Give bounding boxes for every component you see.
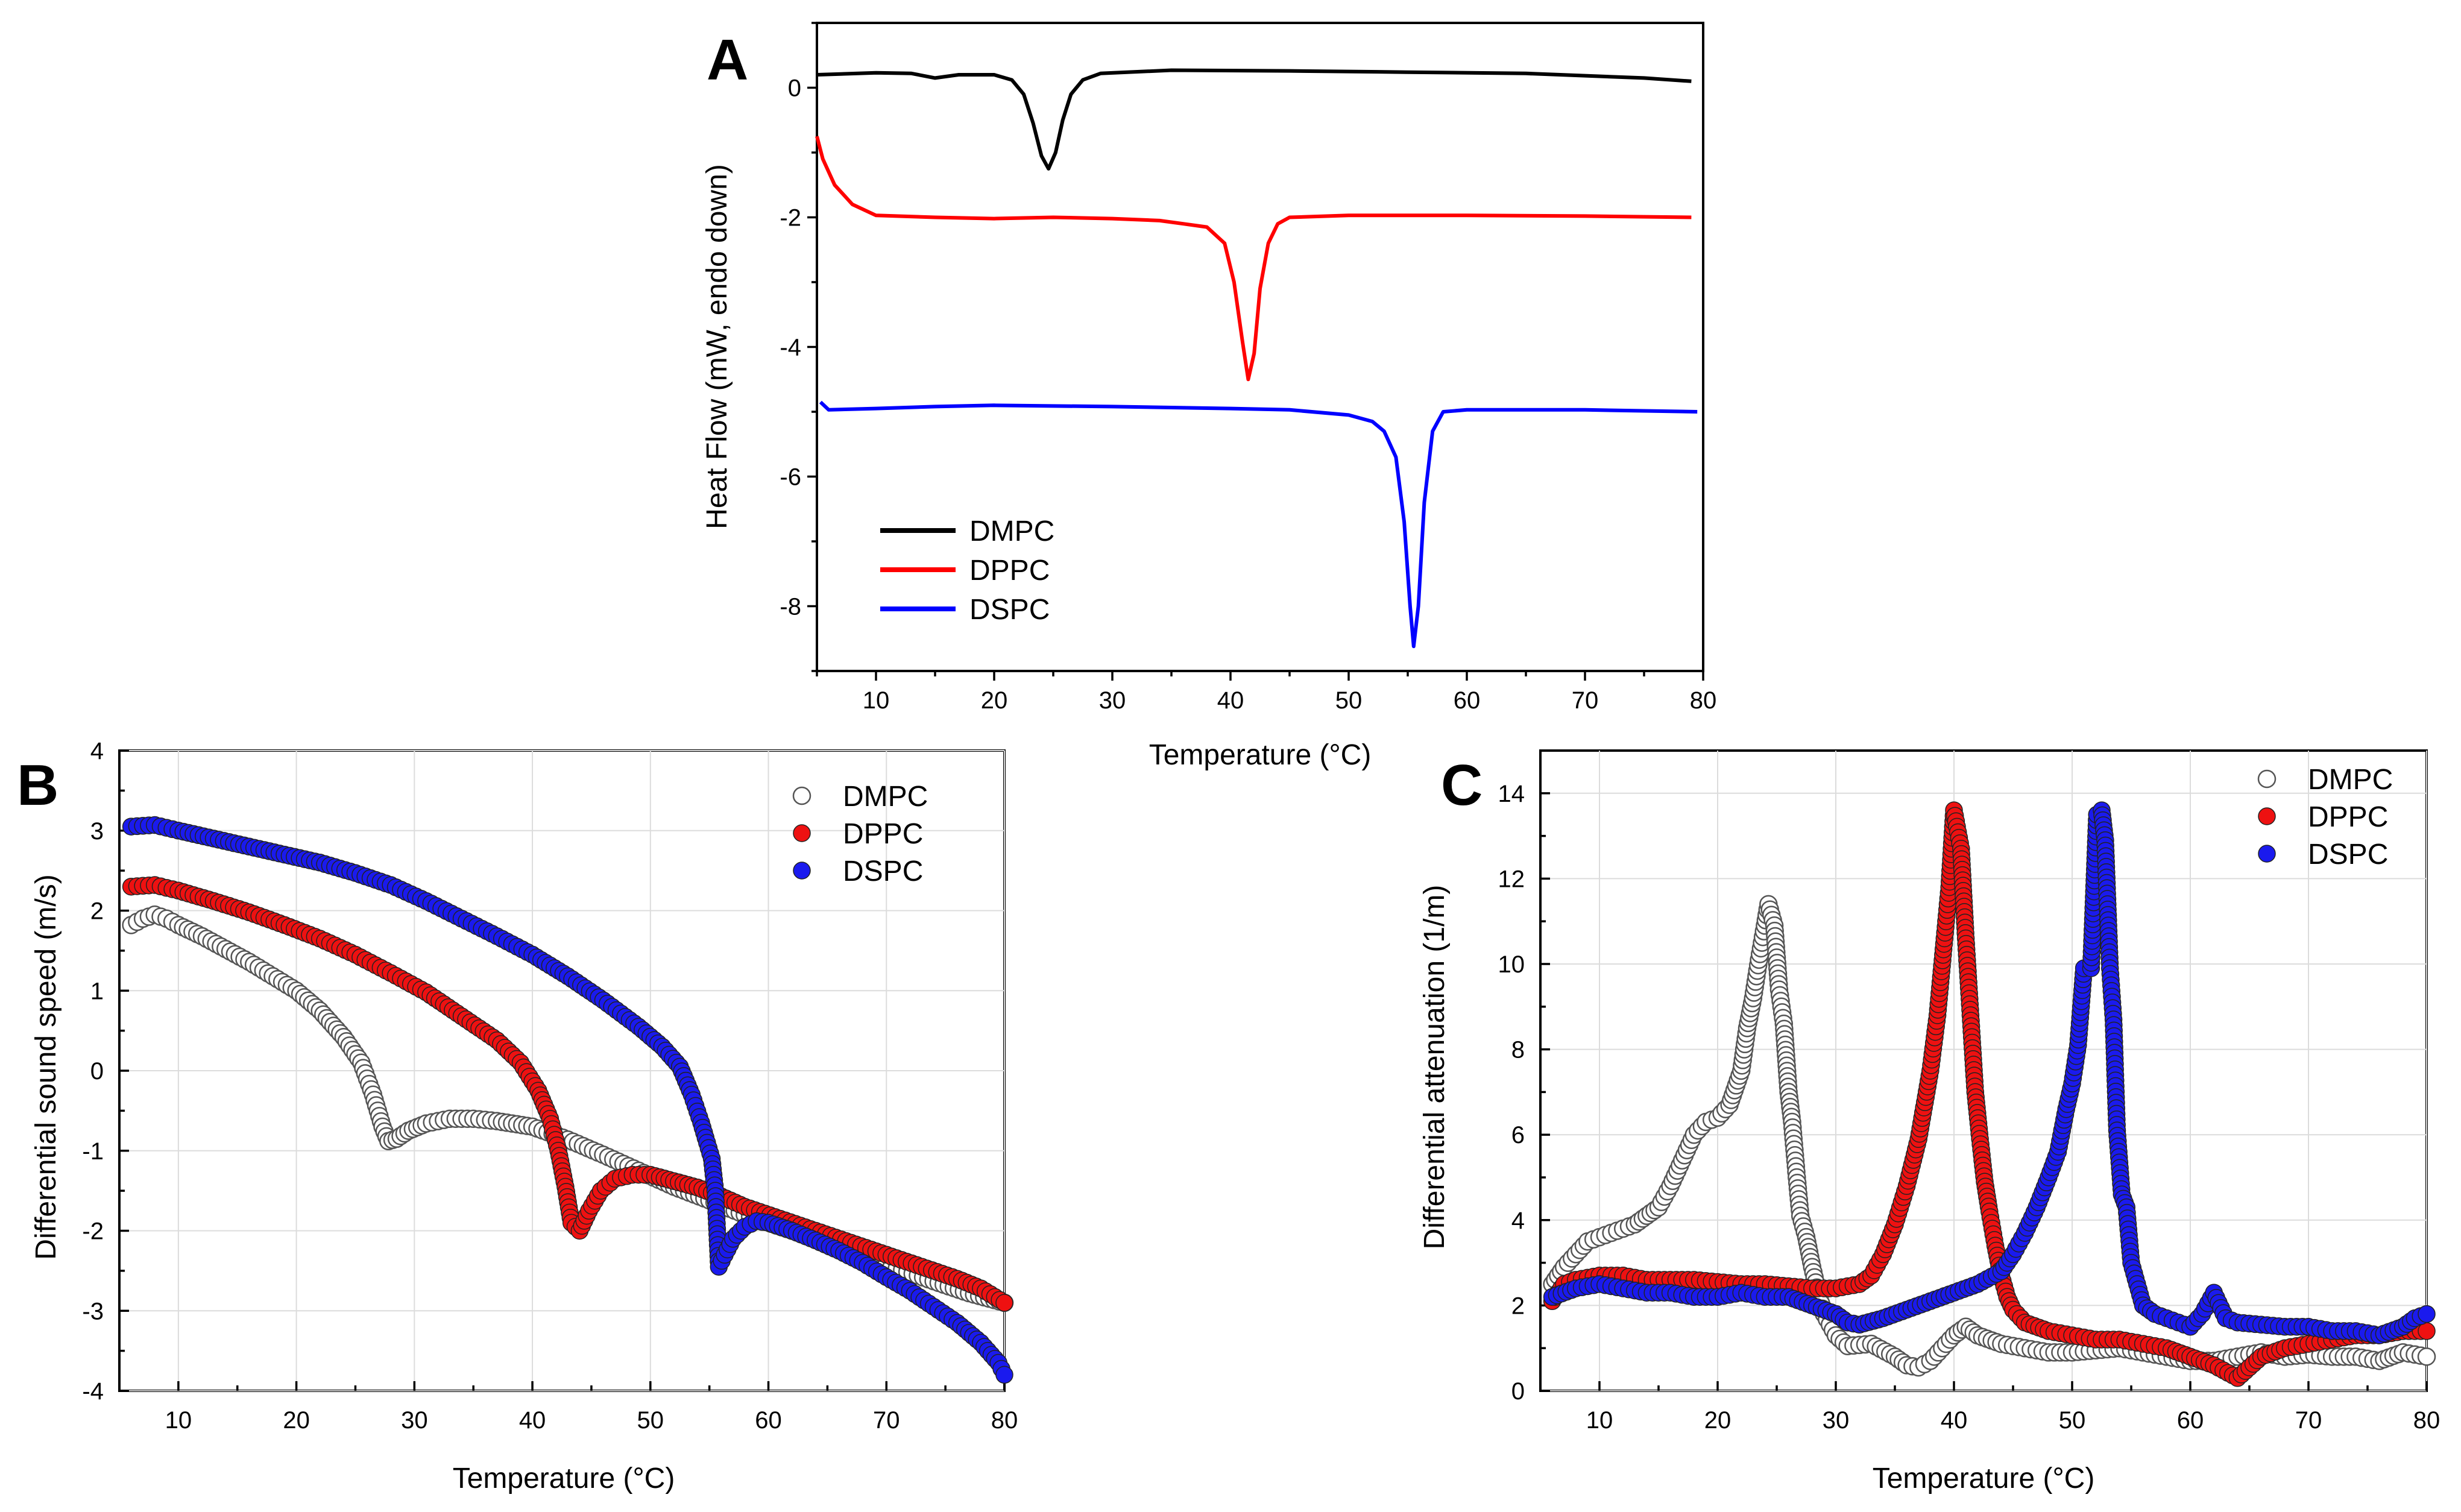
panel-a-ticks: 10 20 30 40 50 60 70 80 0 -2 -4 -6 -8 [780,22,1717,714]
x-tick-label: 50 [1335,687,1363,714]
y-tick-label: -6 [780,464,801,491]
panel-c-y-axis-label: Differential attenuation (1/m) [1419,885,1451,1250]
legend-marker-dspc [2258,845,2276,863]
series-line-dppc [815,136,1692,382]
data-point-dspc [2418,1305,2436,1323]
x-tick-label: 50 [2059,1407,2086,1434]
y-tick-label: 0 [788,75,801,102]
legend-label-dppc: DPPC [969,555,1050,587]
y-tick-label: 12 [1498,866,1525,892]
y-tick-label: 6 [1511,1122,1525,1148]
y-tick-label: 3 [90,818,104,845]
legend-label-dmpc: DMPC [843,781,928,813]
legend-marker-dppc [2258,807,2276,825]
y-tick-label: 1 [90,978,104,1004]
legend-label-dmpc: DMPC [969,515,1054,547]
y-tick-label: 2 [1511,1293,1525,1319]
panel-c-grid [1540,751,2427,1391]
x-tick-label: 10 [165,1407,192,1434]
panel-a-letter: A [707,28,748,92]
panel-b-series [122,816,1014,1384]
legend-label-dspc: DSPC [969,594,1050,626]
x-tick-label: 80 [1690,687,1717,714]
y-tick-label: 14 [1498,781,1525,807]
legend-label-dspc: DSPC [843,855,923,887]
y-tick-label: 4 [1511,1208,1525,1234]
x-tick-label: 20 [981,687,1008,714]
x-tick-label: 10 [863,687,890,714]
y-tick-label: -2 [780,205,801,232]
y-tick-label: 4 [90,738,104,764]
legend-label-dmpc: DMPC [2308,764,2393,796]
panel-c-x-axis-label: Temperature (°C) [1873,1463,2095,1495]
series-line-dmpc [816,68,1692,171]
panel-c-letter: C [1441,753,1483,817]
panel-b-letter: B [17,753,58,817]
y-tick-label: 2 [90,898,104,925]
y-tick-label: 10 [1498,951,1525,978]
x-tick-label: 70 [2295,1407,2322,1434]
legend-marker-dppc [793,824,811,842]
panel-b-y-axis-label: Differential sound speed (m/s) [30,874,62,1259]
panel-a-legend: DMPC DPPC DSPC [880,515,1054,626]
y-tick-label: 8 [1511,1037,1525,1063]
x-tick-label: 80 [991,1407,1018,1434]
x-tick-label: 80 [2413,1407,2441,1434]
x-tick-label: 70 [873,1407,900,1434]
y-tick-label: -2 [82,1218,104,1245]
data-point-dmpc [2417,1347,2436,1366]
legend-label-dppc: DPPC [843,818,923,850]
legend-label-dppc: DPPC [2308,801,2388,833]
data-point-dppc [995,1294,1013,1312]
data-point-dspc [995,1366,1013,1384]
panel-c-attenuation-chart: 10 20 30 40 50 60 70 80 0 2 4 6 8 10 12 14 DMPC DPPC DSPC… [1419,749,2441,1495]
panel-c-legend: DMPC DPPC DSPC [2257,764,2393,871]
panel-a-x-axis-label: Temperature (°C) [1149,739,1372,771]
legend-marker-dmpc [792,786,811,805]
x-tick-label: 30 [401,1407,428,1434]
panel-a-y-axis-label: Heat Flow (mW, endo down) [701,164,733,529]
panel-b-legend: DMPC DPPC DSPC [792,781,928,887]
panel-c-series [1543,801,2436,1387]
y-tick-label: 0 [90,1058,104,1085]
legend-marker-dmpc [2257,769,2277,789]
x-tick-label: 20 [283,1407,310,1434]
data-point-dppc [2418,1322,2436,1340]
y-tick-label: -3 [82,1298,104,1325]
y-tick-label: 0 [1511,1378,1525,1405]
x-tick-label: 60 [755,1407,782,1434]
y-tick-label: -1 [82,1138,104,1165]
x-tick-label: 10 [1586,1407,1613,1434]
x-tick-label: 60 [1454,687,1481,714]
x-tick-label: 50 [637,1407,664,1434]
x-tick-label: 70 [1572,687,1599,714]
panel-a-heat-flow-chart: 10 20 30 40 50 60 70 80 0 -2 -4 -6 -8 DMPC DPPC DSPC A… [701,22,1717,771]
y-tick-label: -4 [780,335,801,361]
x-tick-label: 20 [1704,1407,1732,1434]
x-tick-label: 30 [1099,687,1126,714]
y-tick-label: -4 [82,1378,104,1405]
panel-c-ticks: 10 20 30 40 50 60 70 80 0 2 4 6 8 10 12 14 [1498,749,2441,1434]
legend-marker-dspc [793,862,811,880]
legend-label-dspc: DSPC [2308,839,2388,871]
x-tick-label: 40 [1941,1407,1968,1434]
series-line-dspc [819,400,1698,649]
x-tick-label: 60 [2177,1407,2204,1434]
x-tick-label: 40 [1217,687,1244,714]
panel-a-plot-frame [816,22,1704,672]
y-tick-label: -8 [780,594,801,620]
x-tick-label: 30 [1823,1407,1850,1434]
panel-b-x-axis-label: Temperature (°C) [453,1463,675,1495]
panel-a-series [815,68,1698,649]
x-tick-label: 40 [519,1407,546,1434]
